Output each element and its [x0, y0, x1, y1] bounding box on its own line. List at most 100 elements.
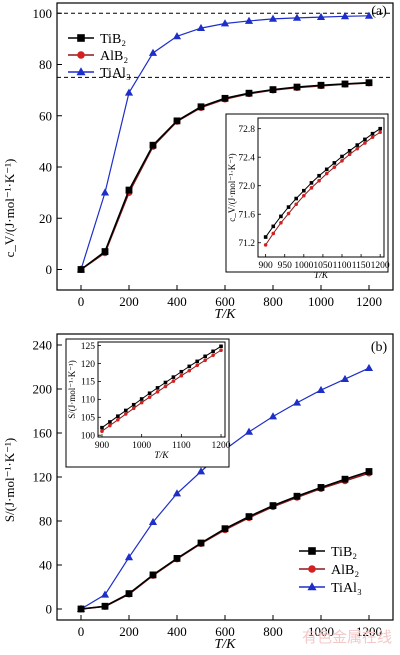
inset-b-data-point — [219, 348, 223, 353]
inset-b-ylabel: S/(J·mol⁻¹·K⁻¹) — [67, 360, 77, 418]
inset-b-ytick-label: 120 — [81, 360, 96, 370]
panel-b-legend-label: TiAl₃ — [331, 581, 362, 596]
inset-b-data-point — [139, 397, 144, 401]
panel-a-data-point — [77, 266, 85, 273]
panel-a-legend-marker — [77, 34, 85, 42]
inset-a-series-line — [265, 128, 381, 238]
inset-a-data-point — [363, 137, 367, 142]
panel-b-legend-marker — [308, 565, 316, 573]
inset-b-xtick-label: 1200 — [212, 441, 231, 451]
inset-a-plot-frame — [257, 117, 385, 258]
panel-b-ytick-label: 40 — [39, 558, 52, 573]
inset-a-ytick-label: 71.6 — [238, 211, 255, 221]
panel-b-ytick-label: 200 — [33, 382, 53, 397]
panel-a-data-point — [268, 14, 278, 22]
inset-a-data-point — [340, 154, 344, 159]
inset-b-data-point — [155, 386, 160, 390]
panel-a-data-point — [125, 186, 133, 194]
panel-a-data-point — [292, 13, 302, 21]
panel-b-label: (b) — [371, 340, 388, 355]
panel-b-ytick-label: 240 — [33, 338, 53, 353]
panel-b-xtick-label: 1200 — [356, 624, 382, 639]
panel-a-ytick-label: 20 — [39, 211, 52, 226]
inset-a-data-point — [324, 167, 329, 172]
inset-b-data-point — [203, 358, 207, 363]
inset-b-data-point — [123, 412, 128, 416]
panel-a-legend-label: TiAl₃ — [100, 66, 131, 81]
inset-a-data-point — [302, 193, 306, 198]
panel-b-data-point — [196, 467, 206, 475]
inset-a-xtick-label: 1050 — [313, 261, 332, 271]
inset-a-data-point — [263, 235, 268, 239]
inset-b-xtick-label: 1100 — [172, 441, 191, 451]
inset-b-data-point — [163, 380, 168, 385]
inset-a-data-point — [378, 130, 382, 135]
panel-b-ytick-label: 0 — [46, 602, 53, 617]
panel-b-ytick-label: 120 — [33, 470, 53, 485]
inset-b-data-point — [100, 425, 104, 430]
inset-b-data-point — [123, 408, 128, 413]
panel-a-ytick-label: 0 — [46, 262, 53, 277]
panel-a-ytick-label: 60 — [39, 108, 52, 123]
panel-a-ytick-label: 100 — [33, 6, 53, 21]
panel-b-legend-marker — [307, 582, 317, 591]
inset-b-data-point — [147, 391, 152, 396]
panel-a-data-point — [293, 83, 301, 91]
panel-a-xtick-label: 1000 — [308, 294, 334, 309]
panel-b-data-point — [269, 502, 277, 509]
panel-a-data-point — [101, 248, 109, 255]
panel-a-data-point — [148, 48, 158, 56]
inset-a-data-point — [340, 158, 344, 163]
panel-a-xtick-label: 0 — [78, 294, 85, 309]
inset-b-data-point — [116, 414, 120, 419]
inset-b-data-point — [219, 344, 223, 349]
inset-b-data-point — [108, 420, 112, 424]
watermark: 有色金属在线 — [302, 629, 392, 646]
panel-a-legend-label: AlB₂ — [100, 49, 128, 64]
panel-b-data-point — [148, 517, 158, 525]
panel-a-ytick-label: 80 — [39, 57, 52, 72]
panel-a-data-point — [196, 23, 206, 32]
panel-b-data-point — [245, 513, 253, 520]
inset-b-data-point — [131, 406, 136, 411]
panel-b-data-point — [268, 412, 278, 420]
panel-a-data-point — [364, 11, 374, 19]
panel-b-ytick-label: 80 — [39, 514, 52, 529]
panel-a: c_V/(J·mol⁻¹·K⁻¹) T/K (a) 0 200 400 600 800 1… — [2, 2, 394, 322]
panel-b: S/(J·mol⁻¹·K⁻¹) T/K (b) 0 200 400 600 800 100… — [2, 333, 394, 652]
panel-a-data-point — [340, 12, 350, 20]
inset-a-data-point — [363, 141, 367, 145]
inset-a-data-point — [302, 188, 306, 193]
inset-b-ytick-label: 125 — [81, 342, 96, 352]
inset-a-data-point — [271, 231, 276, 236]
inset-b-series-line — [101, 345, 222, 429]
panel-b-legend-label: TiB₂ — [331, 545, 357, 560]
panel-a-ytick-label: 40 — [39, 160, 52, 175]
panel-a-data-point — [269, 86, 277, 94]
inset-a-xtick-label: 1150 — [352, 261, 371, 271]
inset-b-data-point — [211, 353, 215, 358]
panel-a-ylabel: c_V/(J·mol⁻¹·K⁻¹) — [2, 159, 17, 258]
panel-a-xtick-label: 600 — [215, 294, 235, 309]
panel-b-legend-marker — [308, 547, 316, 555]
inset-a-data-point — [271, 224, 276, 229]
panel-b-data-point — [341, 475, 349, 483]
panel-b-xtick-label: 800 — [263, 624, 283, 639]
inset-b-data-point — [187, 364, 192, 369]
panel-a-data-point — [149, 141, 157, 149]
inset-b-data-point — [116, 417, 120, 422]
inset-a-xtick-label: 1100 — [333, 261, 352, 271]
panel-b-xtick-label: 400 — [167, 624, 187, 639]
inset-a-xtick-label: 1000 — [294, 261, 313, 271]
inset-b-data-point — [147, 395, 152, 400]
inset-b-ytick-label: 110 — [81, 396, 95, 406]
inset-a-xtick-label: 1200 — [371, 261, 390, 271]
panel-b-series-line — [80, 472, 370, 610]
inset-a-ytick-label: 72.4 — [238, 154, 255, 164]
panel-b-data-point — [101, 602, 109, 610]
panel-b-data-point — [197, 539, 205, 547]
panel-a-data-point — [221, 94, 229, 102]
panel-a-label: (a) — [371, 4, 387, 19]
panel-a-xtick-label: 800 — [263, 294, 283, 309]
inset-a-data-point — [370, 131, 375, 136]
